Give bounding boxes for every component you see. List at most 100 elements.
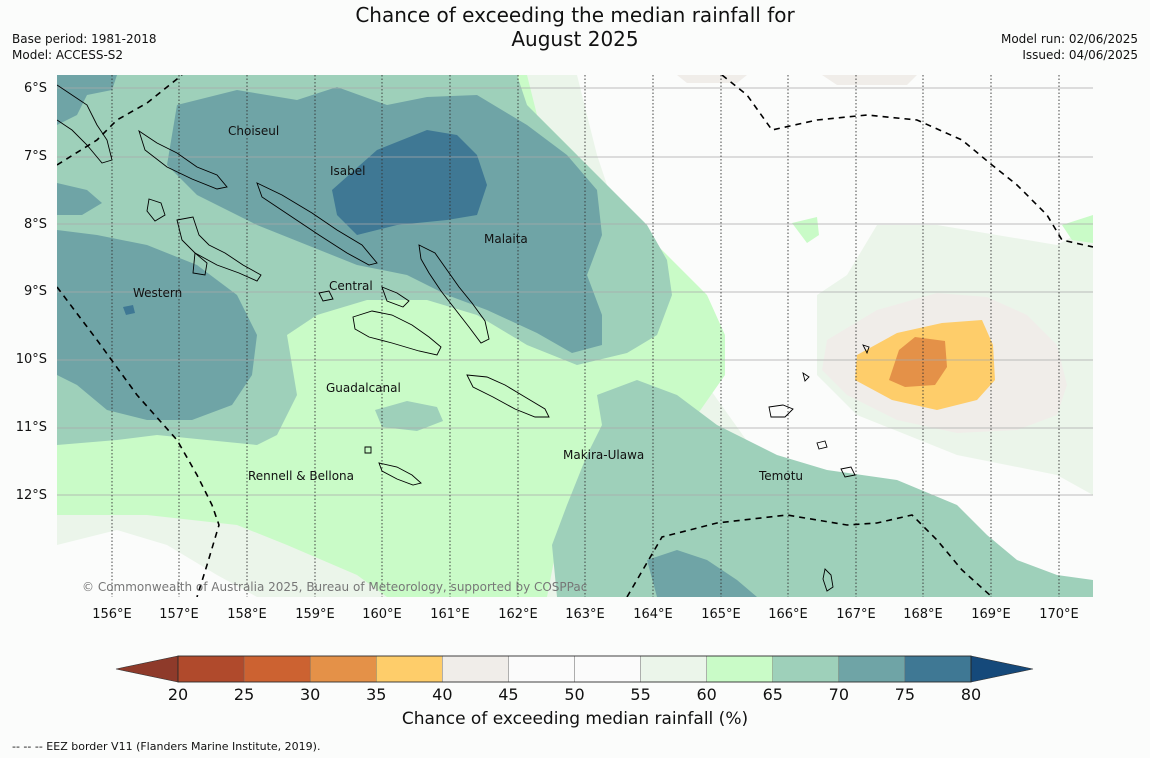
band-60-65-east	[1062, 215, 1093, 243]
colorbar-title: Chance of exceeding median rainfall (%)	[401, 709, 749, 729]
run-info: Model run: 02/06/2025 Issued: 04/06/2025	[1001, 31, 1138, 63]
island-russell	[318, 290, 334, 302]
lon-label-167e: 167°E	[836, 607, 876, 622]
colorbar-segment	[706, 655, 773, 683]
lon-label-160e: 160°E	[362, 607, 402, 622]
island-malaita	[418, 244, 490, 344]
band-75-80-dot	[123, 305, 135, 315]
island-utupua	[816, 440, 828, 450]
band-45-55-east	[577, 75, 1093, 597]
copyright-notice: © Commonwealth of Australia 2025, Bureau…	[82, 580, 588, 594]
lon-label-166e: 166°E	[768, 607, 808, 622]
lon-label-165e: 165°E	[701, 607, 741, 622]
island-rennell	[378, 462, 422, 486]
label-temotu: Temotu	[759, 469, 804, 483]
lon-label-156e: 156°E	[92, 607, 132, 622]
lon-label-161e: 161°E	[430, 607, 470, 622]
lat-label-12s: 12°S	[15, 488, 47, 503]
band-60-65-patch	[792, 217, 819, 243]
band-70-75-west	[57, 230, 257, 420]
label-isabel: Isabel	[330, 164, 366, 178]
colorbar-tick-label: 45	[498, 685, 519, 704]
band-75-80	[332, 130, 487, 235]
colorbar-segment	[574, 655, 641, 683]
eez-borders	[57, 75, 1093, 597]
colorbar-tick-label: 25	[233, 685, 255, 704]
lon-label-157e: 157°E	[159, 607, 199, 622]
lat-label-10s: 10°S	[15, 352, 47, 367]
colorbar-frame	[177, 655, 972, 683]
colorbar-segment	[309, 655, 377, 683]
label-rennell-bellona: Rennell & Bellona	[248, 469, 355, 483]
map-title: Chance of exceeding the median rainfall …	[0, 3, 1150, 51]
lat-label-7s: 7°S	[23, 149, 47, 164]
lon-label-162e: 162°E	[498, 607, 538, 622]
island-tikopia	[822, 568, 834, 592]
lat-label-6s: 6°S	[23, 81, 47, 96]
colorbar-segment	[376, 655, 443, 683]
colorbar-arrow-high	[970, 655, 1034, 683]
title-line-2: August 2025	[511, 27, 639, 51]
lon-label-163e: 163°E	[565, 607, 605, 622]
colorbar-tick-label: 30	[299, 685, 321, 704]
colorbar-tick-label: 60	[696, 685, 717, 704]
lon-label-169e: 169°E	[971, 607, 1011, 622]
eez-border-west	[57, 286, 220, 597]
eez-border-northwest	[57, 75, 183, 166]
colorbar-tick-label: 40	[432, 685, 453, 704]
island-choiseul	[138, 129, 228, 190]
colorbar-tick-label: 55	[630, 685, 651, 704]
issued-date: Issued: 04/06/2025	[1022, 48, 1138, 62]
island-nggela	[381, 286, 410, 308]
island-duff	[862, 344, 870, 355]
colorbar-segments	[115, 655, 1034, 683]
colorbar-segment	[772, 655, 840, 683]
band-65-70-south	[552, 380, 1093, 597]
island-tinakula	[802, 371, 810, 382]
colorbar-tick-label: 70	[828, 685, 849, 704]
island-new-georgia-a	[146, 198, 166, 222]
colorbar-segment	[904, 655, 972, 683]
band-65-70-guadalcanal	[375, 401, 443, 431]
island-bellona	[364, 446, 372, 454]
island-outlines	[57, 84, 870, 592]
band-70-75-westpatch	[57, 183, 102, 215]
island-isabel	[256, 182, 378, 266]
eez-border-south	[626, 514, 993, 597]
lat-label-8s: 8°S	[23, 217, 47, 232]
label-guadalcanal: Guadalcanal	[326, 381, 401, 395]
lon-label-170e: 170°E	[1039, 607, 1079, 622]
lat-label-11s: 11°S	[15, 420, 47, 435]
colorbar-tick-label: 75	[894, 685, 916, 704]
map-canvas	[57, 75, 1093, 597]
band-70-75	[57, 75, 117, 125]
label-central: Central	[329, 279, 373, 293]
band-40-45-northeast	[822, 75, 917, 85]
island-bougainville	[57, 84, 113, 164]
island-santa-cruz	[768, 404, 794, 418]
island-new-georgia-c	[192, 252, 208, 276]
lon-label-159e: 159°E	[295, 607, 335, 622]
label-malaita: Malaita	[484, 232, 528, 246]
colorbar-segment	[838, 655, 906, 683]
lon-label-158e: 158°E	[227, 607, 267, 622]
island-makira	[466, 374, 550, 418]
island-guadalcanal	[352, 310, 442, 356]
eez-border-northeast	[721, 75, 1093, 248]
band-70-75-south	[647, 550, 757, 597]
latitude-gridlines	[57, 87, 1093, 496]
band-45-55-southwest	[57, 530, 257, 597]
colorbar-tick-label: 20	[167, 685, 189, 704]
label-choiseul: Choiseul	[228, 124, 280, 138]
colorbar-tick-label: 50	[564, 685, 585, 704]
label-makira-ulawa: Makira-Ulawa	[563, 448, 645, 462]
colorbar-arrow-low	[115, 655, 179, 683]
model-info: Base period: 1981-2018 Model: ACCESS-S2	[12, 31, 157, 63]
colorbar-segment	[640, 655, 707, 683]
eez-footnote: -- -- -- EEZ border V11 (Flanders Marine…	[12, 740, 321, 753]
label-western: Western	[133, 286, 183, 300]
model-name: Model: ACCESS-S2	[12, 48, 124, 62]
model-run-date: Model run: 02/06/2025	[1000, 32, 1138, 46]
lat-label-9s: 9°S	[23, 284, 47, 299]
